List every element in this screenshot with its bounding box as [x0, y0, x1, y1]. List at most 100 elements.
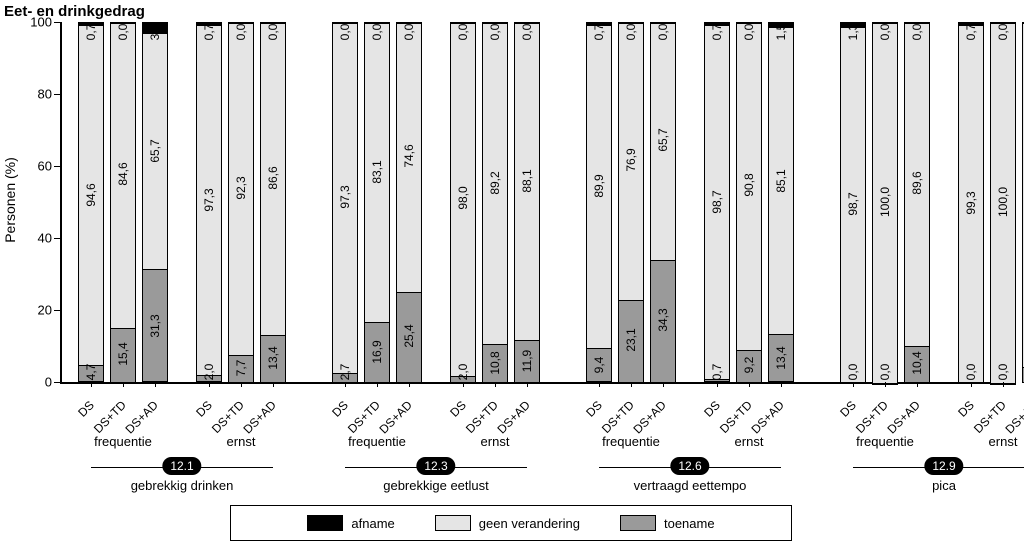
value-label: 0,0: [520, 24, 534, 41]
value-label: 92,3: [234, 176, 248, 199]
y-tick-mark: [54, 382, 60, 383]
x-tick-measure: ernst: [481, 434, 510, 449]
legend-swatch: [435, 515, 471, 531]
legend-label: geen verandering: [479, 516, 580, 531]
y-tick-mark: [54, 94, 60, 95]
value-label: 100,0: [996, 187, 1010, 217]
value-label: 15,4: [116, 343, 130, 366]
value-label: 0,0: [338, 24, 352, 41]
group-badge: 12.6: [670, 457, 709, 475]
value-label: 0,0: [456, 24, 470, 41]
value-label: 3,0: [148, 24, 162, 41]
value-label: 0,0: [266, 24, 280, 41]
x-tick-mark: [209, 382, 210, 387]
y-tick-mark: [54, 22, 60, 23]
value-label: 4,7: [84, 364, 98, 381]
value-label: 83,1: [370, 160, 384, 183]
value-label: 0,0: [624, 24, 638, 41]
x-tick-condition: DS+AD: [494, 398, 532, 436]
y-tick-label: 60: [38, 159, 52, 174]
x-tick-mark: [599, 382, 600, 387]
value-label: 23,1: [624, 329, 638, 352]
y-tick-mark: [54, 238, 60, 239]
x-tick-group: vertraagd eettempo: [634, 478, 747, 493]
y-tick-label: 20: [38, 303, 52, 318]
legend-item: afname: [307, 515, 394, 531]
x-tick-measure: frequentie: [602, 434, 660, 449]
x-tick-condition: DS: [75, 398, 97, 420]
value-label: 0,0: [846, 364, 860, 381]
bar: [586, 22, 612, 382]
group-badge: 12.3: [416, 457, 455, 475]
value-label: 94,6: [84, 183, 98, 206]
bar: [364, 22, 390, 382]
x-tick-measure: ernst: [989, 434, 1018, 449]
group-badge: 12.1: [162, 457, 201, 475]
x-tick-condition: DS: [193, 398, 215, 420]
x-tick-mark: [631, 382, 632, 387]
value-label: 2,7: [338, 364, 352, 381]
y-tick-label: 80: [38, 87, 52, 102]
x-tick-condition: DS+AD: [240, 398, 278, 436]
legend-label: toename: [664, 516, 715, 531]
x-tick-measure: frequentie: [348, 434, 406, 449]
value-label: 0,0: [402, 24, 416, 41]
value-label: 2,0: [202, 364, 216, 381]
x-tick-mark: [495, 382, 496, 387]
x-tick-condition: DS: [329, 398, 351, 420]
value-label: 16,9: [370, 340, 384, 363]
value-label: 9,2: [742, 357, 756, 374]
x-tick-condition: DS+AD: [748, 398, 786, 436]
x-tick-mark: [663, 382, 664, 387]
x-tick-mark: [273, 382, 274, 387]
value-label: 97,3: [202, 188, 216, 211]
x-tick-condition: DS: [955, 398, 977, 420]
y-tick-mark: [54, 166, 60, 167]
bar: [110, 22, 136, 382]
value-label: 89,2: [488, 171, 502, 194]
x-tick-condition: DS: [447, 398, 469, 420]
x-tick-condition: DS+TD: [599, 398, 637, 436]
bars-container: 0,794,64,70,084,615,43,065,731,30,797,32…: [60, 22, 1000, 382]
legend-label: afname: [351, 516, 394, 531]
x-tick-condition: DS+TD: [971, 398, 1009, 436]
legend-item: toename: [620, 515, 715, 531]
value-label: 85,1: [774, 169, 788, 192]
x-tick-mark: [917, 382, 918, 387]
value-label: 65,7: [656, 129, 670, 152]
value-label: 0,0: [964, 364, 978, 381]
y-tick-label: 0: [45, 375, 52, 390]
value-label: 0,0: [742, 24, 756, 41]
value-label: 97,3: [338, 185, 352, 208]
value-label: 13,4: [266, 346, 280, 369]
plot-area: 0,794,64,70,084,615,43,065,731,30,797,32…: [60, 22, 1000, 382]
value-label: 10,8: [488, 351, 502, 374]
x-tick-mark: [91, 382, 92, 387]
x-tick-condition: DS+TD: [853, 398, 891, 436]
value-label: 0,0: [370, 24, 384, 41]
value-label: 86,6: [266, 166, 280, 189]
x-tick-mark: [749, 382, 750, 387]
x-tick-mark: [123, 382, 124, 387]
value-label: 0,0: [910, 24, 924, 41]
y-tick-mark: [54, 310, 60, 311]
value-label: 74,6: [402, 145, 416, 168]
x-tick-mark: [241, 382, 242, 387]
x-tick-mark: [463, 382, 464, 387]
group-badge: 12.9: [924, 457, 963, 475]
x-tick-mark: [345, 382, 346, 387]
legend: afname geen verandering toename: [230, 505, 792, 541]
x-tick-condition: DS: [837, 398, 859, 420]
x-tick-group: gebrekkige eetlust: [383, 478, 489, 493]
value-label: 9,4: [592, 357, 606, 374]
bar: [514, 22, 540, 382]
x-tick-condition: DS+TD: [463, 398, 501, 436]
value-label: 31,3: [148, 314, 162, 337]
x-tick-condition: DS+AD: [884, 398, 922, 436]
value-label: 1,3: [846, 24, 860, 41]
x-tick-mark: [409, 382, 410, 387]
value-label: 0,7: [202, 24, 216, 41]
x-tick-condition: DS+TD: [91, 398, 129, 436]
x-tick-mark: [781, 382, 782, 387]
value-label: 0,0: [488, 24, 502, 41]
